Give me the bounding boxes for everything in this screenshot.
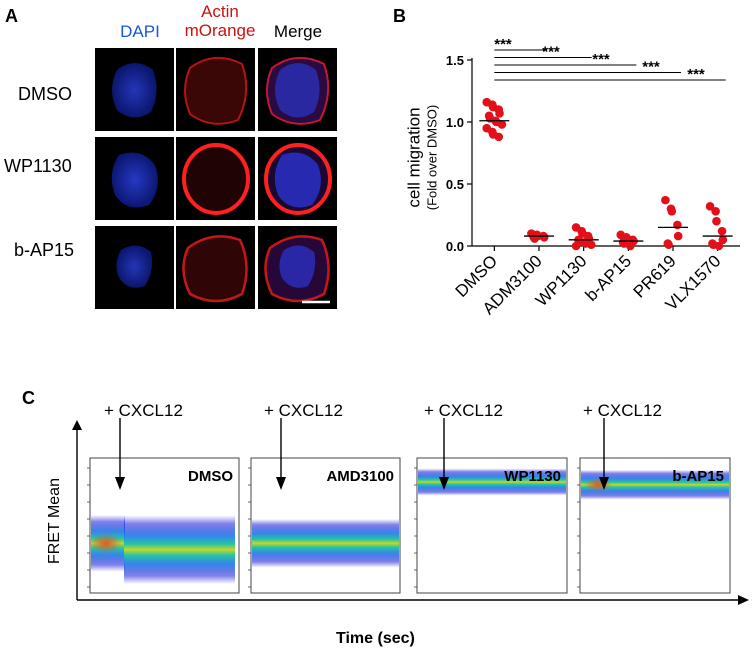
fret-timecourse-panels: DMSO AMD3100 WP1130 b-AP15 bbox=[72, 418, 749, 605]
data-point-vlx1570 bbox=[712, 216, 721, 226]
stimulus-arrowhead-b-ap15 bbox=[599, 477, 609, 490]
c-y-axis-arrow bbox=[72, 420, 82, 430]
data-point-vlx1570 bbox=[717, 226, 727, 236]
micrograph-bap15-merge bbox=[258, 226, 337, 309]
data-point-adm3100 bbox=[539, 233, 549, 242]
migration-scatter-chart: 0.00.51.01.5DMSOADM3100WP1130b-AP15PR619… bbox=[446, 36, 740, 318]
micrograph-bap15-actin bbox=[176, 226, 255, 309]
fret-density-amd3100 bbox=[252, 519, 399, 568]
panel-a-letter: A bbox=[5, 6, 18, 26]
micrograph-dmso-merge bbox=[258, 48, 337, 131]
fret-panel-wp1130: WP1130 bbox=[414, 418, 568, 594]
col-head-actin-line1: Actin bbox=[201, 2, 239, 21]
fret-panel-b-ap15: b-AP15 bbox=[577, 418, 731, 594]
fret-panel-label-dmso: DMSO bbox=[188, 468, 233, 485]
row-label-bap15: b-AP15 bbox=[14, 240, 75, 260]
row-label-dmso: DMSO bbox=[18, 84, 72, 104]
stimulus-label-dmso: + CXCL12 bbox=[104, 401, 183, 420]
significance-stars-b-ap15: *** bbox=[592, 51, 610, 68]
data-point-vlx1570 bbox=[718, 235, 728, 245]
fret-panel-label-wp1130: WP1130 bbox=[504, 468, 561, 485]
x-tick-label-b-ap15: b-AP15 bbox=[582, 251, 636, 305]
data-point-dmso bbox=[497, 120, 507, 129]
panel-b-letter: B bbox=[393, 6, 406, 26]
y-tick-label: 0.0 bbox=[446, 239, 464, 254]
row-label-wp1130: WP1130 bbox=[4, 156, 72, 176]
data-point-wp1130 bbox=[571, 241, 581, 251]
stimulus-arrowhead-amd3100 bbox=[276, 477, 286, 490]
micrograph-dmso-dapi bbox=[95, 48, 174, 131]
data-point-pr619 bbox=[661, 195, 670, 205]
data-point-pr619 bbox=[664, 240, 673, 250]
data-point-wp1130 bbox=[586, 240, 596, 250]
data-point-dmso bbox=[495, 109, 504, 118]
data-point-dmso bbox=[494, 132, 504, 142]
data-point-b-ap15 bbox=[626, 241, 635, 251]
col-head-actin: Actin mOrange bbox=[170, 2, 270, 40]
panel-c-letter: C bbox=[22, 388, 35, 408]
micrograph-wp1130-merge bbox=[258, 137, 337, 220]
y-tick-label: 1.5 bbox=[446, 53, 464, 68]
y-tick-label: 0.5 bbox=[446, 177, 464, 192]
stimulus-arrowhead-wp1130 bbox=[439, 477, 449, 490]
significance-stars-adm3100: *** bbox=[494, 36, 512, 53]
significance-stars-pr619: *** bbox=[642, 59, 660, 76]
data-point-vlx1570 bbox=[711, 206, 720, 216]
fret-density-post-dmso bbox=[124, 515, 235, 585]
col-head-dapi: DAPI bbox=[120, 22, 160, 41]
data-point-vlx1570 bbox=[705, 202, 715, 211]
significance-stars-vlx1570: *** bbox=[687, 66, 705, 83]
fret-panel-amd3100: AMD3100 bbox=[248, 418, 401, 594]
micrograph-wp1130-dapi bbox=[95, 137, 174, 220]
fret-hotspot-dmso bbox=[90, 533, 122, 554]
data-point-vlx1570 bbox=[714, 241, 724, 251]
stimulus-label-bap15: + CXCL12 bbox=[583, 401, 662, 420]
stimulus-label-wp1130: + CXCL12 bbox=[424, 401, 503, 420]
col-head-merge: Merge bbox=[273, 22, 323, 41]
micrograph-dmso-actin bbox=[176, 48, 255, 131]
data-point-pr619 bbox=[667, 206, 677, 216]
stimulus-label-amd3100: + CXCL12 bbox=[264, 401, 343, 420]
stimulus-arrowhead-dmso bbox=[115, 477, 125, 490]
y-tick-label: 1.0 bbox=[446, 115, 464, 130]
data-point-pr619 bbox=[673, 231, 683, 241]
fret-panel-label-amd3100: AMD3100 bbox=[326, 468, 394, 485]
panel-c-xlabel: Time (sec) bbox=[336, 630, 415, 647]
fret-panel-dmso: DMSO bbox=[87, 418, 240, 594]
micrograph-bap15-dapi bbox=[95, 226, 174, 309]
significance-stars-wp1130: *** bbox=[542, 44, 560, 61]
micrograph-wp1130-actin bbox=[176, 137, 255, 220]
col-head-actin-line2: mOrange bbox=[184, 21, 256, 40]
c-x-axis-arrow bbox=[738, 595, 749, 605]
fret-panel-label-b-ap15: b-AP15 bbox=[672, 468, 724, 485]
